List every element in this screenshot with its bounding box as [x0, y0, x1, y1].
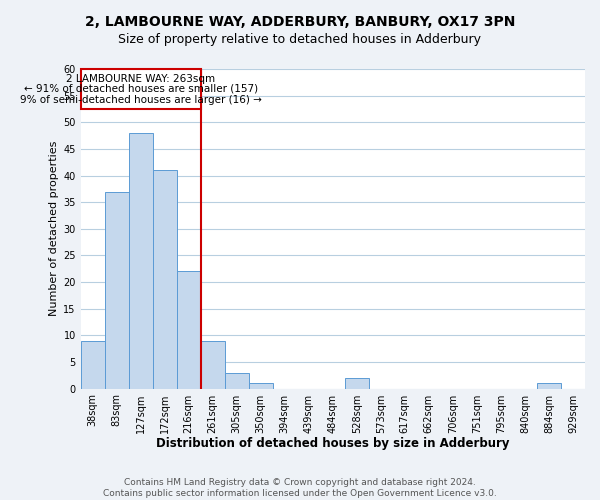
- Text: Size of property relative to detached houses in Adderbury: Size of property relative to detached ho…: [119, 32, 482, 46]
- Bar: [537, 384, 561, 388]
- Text: 9% of semi-detached houses are larger (16) →: 9% of semi-detached houses are larger (1…: [20, 94, 262, 104]
- Bar: [345, 378, 369, 388]
- Bar: [80, 340, 104, 388]
- Text: Contains HM Land Registry data © Crown copyright and database right 2024.
Contai: Contains HM Land Registry data © Crown c…: [103, 478, 497, 498]
- Bar: [176, 272, 200, 388]
- Text: 2, LAMBOURNE WAY, ADDERBURY, BANBURY, OX17 3PN: 2, LAMBOURNE WAY, ADDERBURY, BANBURY, OX…: [85, 15, 515, 29]
- Text: 2 LAMBOURNE WAY: 263sqm: 2 LAMBOURNE WAY: 263sqm: [66, 74, 215, 85]
- X-axis label: Distribution of detached houses by size in Adderbury: Distribution of detached houses by size …: [156, 437, 509, 450]
- Bar: [152, 170, 176, 388]
- Text: ← 91% of detached houses are smaller (157): ← 91% of detached houses are smaller (15…: [23, 84, 257, 94]
- FancyBboxPatch shape: [80, 69, 200, 109]
- Bar: [200, 340, 225, 388]
- Bar: [249, 384, 273, 388]
- Bar: [104, 192, 128, 388]
- Bar: [128, 133, 152, 388]
- Y-axis label: Number of detached properties: Number of detached properties: [49, 141, 59, 316]
- Bar: [225, 372, 249, 388]
